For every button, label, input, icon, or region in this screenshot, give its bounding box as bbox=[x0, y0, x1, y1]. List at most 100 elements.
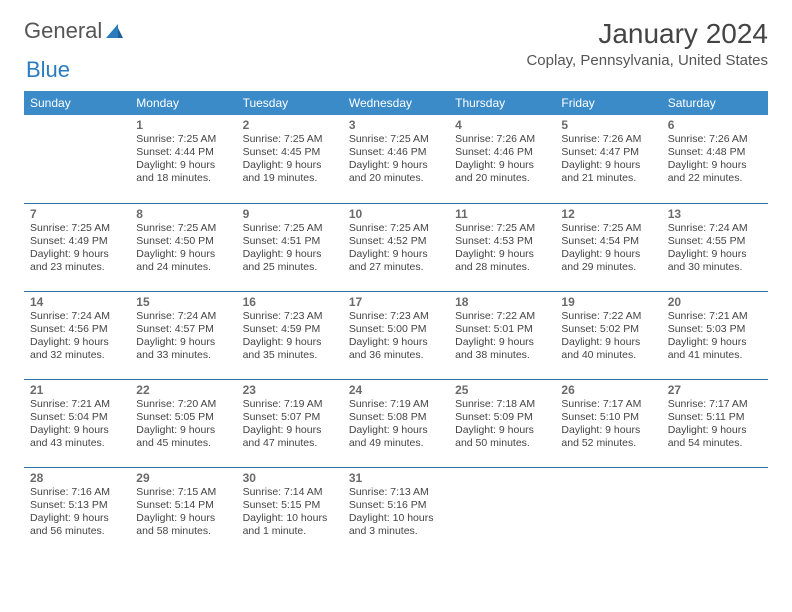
day-number: 24 bbox=[349, 383, 443, 397]
day-number: 22 bbox=[136, 383, 230, 397]
calendar-day: 10Sunrise: 7:25 AMSunset: 4:52 PMDayligh… bbox=[343, 203, 449, 291]
day-number: 5 bbox=[561, 118, 655, 132]
day-number: 26 bbox=[561, 383, 655, 397]
day-number: 3 bbox=[349, 118, 443, 132]
day-info: Sunrise: 7:20 AMSunset: 5:05 PMDaylight:… bbox=[136, 398, 230, 451]
day-info: Sunrise: 7:25 AMSunset: 4:54 PMDaylight:… bbox=[561, 222, 655, 275]
day-info: Sunrise: 7:19 AMSunset: 5:07 PMDaylight:… bbox=[243, 398, 337, 451]
day-info: Sunrise: 7:17 AMSunset: 5:10 PMDaylight:… bbox=[561, 398, 655, 451]
day-number: 8 bbox=[136, 207, 230, 221]
day-number: 13 bbox=[668, 207, 762, 221]
calendar-table: SundayMondayTuesdayWednesdayThursdayFrid… bbox=[24, 91, 768, 555]
calendar-head: SundayMondayTuesdayWednesdayThursdayFrid… bbox=[24, 91, 768, 115]
day-number: 21 bbox=[30, 383, 124, 397]
day-info: Sunrise: 7:25 AMSunset: 4:44 PMDaylight:… bbox=[136, 133, 230, 186]
day-number: 18 bbox=[455, 295, 549, 309]
calendar-day: 7Sunrise: 7:25 AMSunset: 4:49 PMDaylight… bbox=[24, 203, 130, 291]
day-number: 15 bbox=[136, 295, 230, 309]
calendar-day: 15Sunrise: 7:24 AMSunset: 4:57 PMDayligh… bbox=[130, 291, 236, 379]
day-info: Sunrise: 7:13 AMSunset: 5:16 PMDaylight:… bbox=[349, 486, 443, 539]
calendar-week: 14Sunrise: 7:24 AMSunset: 4:56 PMDayligh… bbox=[24, 291, 768, 379]
day-number: 2 bbox=[243, 118, 337, 132]
calendar-day: 30Sunrise: 7:14 AMSunset: 5:15 PMDayligh… bbox=[237, 467, 343, 555]
calendar-day: 6Sunrise: 7:26 AMSunset: 4:48 PMDaylight… bbox=[662, 115, 768, 203]
brand-part1: General bbox=[24, 18, 102, 44]
day-info: Sunrise: 7:22 AMSunset: 5:02 PMDaylight:… bbox=[561, 310, 655, 363]
day-info: Sunrise: 7:26 AMSunset: 4:48 PMDaylight:… bbox=[668, 133, 762, 186]
day-info: Sunrise: 7:25 AMSunset: 4:52 PMDaylight:… bbox=[349, 222, 443, 275]
day-info: Sunrise: 7:25 AMSunset: 4:51 PMDaylight:… bbox=[243, 222, 337, 275]
day-info: Sunrise: 7:14 AMSunset: 5:15 PMDaylight:… bbox=[243, 486, 337, 539]
calendar-empty bbox=[555, 467, 661, 555]
day-info: Sunrise: 7:15 AMSunset: 5:14 PMDaylight:… bbox=[136, 486, 230, 539]
brand-sail-icon bbox=[104, 22, 124, 40]
day-number: 4 bbox=[455, 118, 549, 132]
day-info: Sunrise: 7:21 AMSunset: 5:03 PMDaylight:… bbox=[668, 310, 762, 363]
day-number: 19 bbox=[561, 295, 655, 309]
day-number: 7 bbox=[30, 207, 124, 221]
calendar-day: 21Sunrise: 7:21 AMSunset: 5:04 PMDayligh… bbox=[24, 379, 130, 467]
day-number: 23 bbox=[243, 383, 337, 397]
weekday-header: Friday bbox=[555, 91, 661, 115]
calendar-day: 8Sunrise: 7:25 AMSunset: 4:50 PMDaylight… bbox=[130, 203, 236, 291]
calendar-week: 28Sunrise: 7:16 AMSunset: 5:13 PMDayligh… bbox=[24, 467, 768, 555]
day-number: 27 bbox=[668, 383, 762, 397]
calendar-day: 27Sunrise: 7:17 AMSunset: 5:11 PMDayligh… bbox=[662, 379, 768, 467]
calendar-week: 1Sunrise: 7:25 AMSunset: 4:44 PMDaylight… bbox=[24, 115, 768, 203]
day-info: Sunrise: 7:23 AMSunset: 4:59 PMDaylight:… bbox=[243, 310, 337, 363]
location-text: Coplay, Pennsylvania, United States bbox=[526, 52, 768, 69]
calendar-day: 2Sunrise: 7:25 AMSunset: 4:45 PMDaylight… bbox=[237, 115, 343, 203]
calendar-day: 20Sunrise: 7:21 AMSunset: 5:03 PMDayligh… bbox=[662, 291, 768, 379]
day-number: 25 bbox=[455, 383, 549, 397]
day-number: 11 bbox=[455, 207, 549, 221]
calendar-body: 1Sunrise: 7:25 AMSunset: 4:44 PMDaylight… bbox=[24, 115, 768, 555]
day-number: 14 bbox=[30, 295, 124, 309]
calendar-empty bbox=[662, 467, 768, 555]
calendar-day: 1Sunrise: 7:25 AMSunset: 4:44 PMDaylight… bbox=[130, 115, 236, 203]
calendar-day: 12Sunrise: 7:25 AMSunset: 4:54 PMDayligh… bbox=[555, 203, 661, 291]
calendar-day: 13Sunrise: 7:24 AMSunset: 4:55 PMDayligh… bbox=[662, 203, 768, 291]
calendar-day: 28Sunrise: 7:16 AMSunset: 5:13 PMDayligh… bbox=[24, 467, 130, 555]
calendar-day: 17Sunrise: 7:23 AMSunset: 5:00 PMDayligh… bbox=[343, 291, 449, 379]
weekday-header: Saturday bbox=[662, 91, 768, 115]
calendar-day: 24Sunrise: 7:19 AMSunset: 5:08 PMDayligh… bbox=[343, 379, 449, 467]
day-info: Sunrise: 7:24 AMSunset: 4:57 PMDaylight:… bbox=[136, 310, 230, 363]
calendar-day: 14Sunrise: 7:24 AMSunset: 4:56 PMDayligh… bbox=[24, 291, 130, 379]
calendar-week: 7Sunrise: 7:25 AMSunset: 4:49 PMDaylight… bbox=[24, 203, 768, 291]
day-info: Sunrise: 7:25 AMSunset: 4:46 PMDaylight:… bbox=[349, 133, 443, 186]
calendar-day: 3Sunrise: 7:25 AMSunset: 4:46 PMDaylight… bbox=[343, 115, 449, 203]
calendar-day: 9Sunrise: 7:25 AMSunset: 4:51 PMDaylight… bbox=[237, 203, 343, 291]
calendar-day: 26Sunrise: 7:17 AMSunset: 5:10 PMDayligh… bbox=[555, 379, 661, 467]
day-info: Sunrise: 7:26 AMSunset: 4:47 PMDaylight:… bbox=[561, 133, 655, 186]
weekday-header: Thursday bbox=[449, 91, 555, 115]
month-title: January 2024 bbox=[526, 18, 768, 50]
day-number: 6 bbox=[668, 118, 762, 132]
day-number: 20 bbox=[668, 295, 762, 309]
calendar-day: 23Sunrise: 7:19 AMSunset: 5:07 PMDayligh… bbox=[237, 379, 343, 467]
brand-part2: Blue bbox=[26, 57, 70, 83]
calendar-day: 29Sunrise: 7:15 AMSunset: 5:14 PMDayligh… bbox=[130, 467, 236, 555]
day-info: Sunrise: 7:22 AMSunset: 5:01 PMDaylight:… bbox=[455, 310, 549, 363]
day-number: 28 bbox=[30, 471, 124, 485]
calendar-empty bbox=[449, 467, 555, 555]
brand-logo: General bbox=[24, 18, 124, 44]
day-info: Sunrise: 7:24 AMSunset: 4:55 PMDaylight:… bbox=[668, 222, 762, 275]
calendar-day: 31Sunrise: 7:13 AMSunset: 5:16 PMDayligh… bbox=[343, 467, 449, 555]
day-number: 17 bbox=[349, 295, 443, 309]
day-number: 31 bbox=[349, 471, 443, 485]
calendar-day: 22Sunrise: 7:20 AMSunset: 5:05 PMDayligh… bbox=[130, 379, 236, 467]
day-info: Sunrise: 7:19 AMSunset: 5:08 PMDaylight:… bbox=[349, 398, 443, 451]
day-info: Sunrise: 7:25 AMSunset: 4:50 PMDaylight:… bbox=[136, 222, 230, 275]
day-info: Sunrise: 7:25 AMSunset: 4:49 PMDaylight:… bbox=[30, 222, 124, 275]
weekday-header: Tuesday bbox=[237, 91, 343, 115]
day-info: Sunrise: 7:24 AMSunset: 4:56 PMDaylight:… bbox=[30, 310, 124, 363]
day-number: 30 bbox=[243, 471, 337, 485]
calendar-day: 25Sunrise: 7:18 AMSunset: 5:09 PMDayligh… bbox=[449, 379, 555, 467]
day-number: 16 bbox=[243, 295, 337, 309]
day-info: Sunrise: 7:17 AMSunset: 5:11 PMDaylight:… bbox=[668, 398, 762, 451]
calendar-day: 16Sunrise: 7:23 AMSunset: 4:59 PMDayligh… bbox=[237, 291, 343, 379]
day-info: Sunrise: 7:25 AMSunset: 4:53 PMDaylight:… bbox=[455, 222, 549, 275]
weekday-header: Wednesday bbox=[343, 91, 449, 115]
day-info: Sunrise: 7:18 AMSunset: 5:09 PMDaylight:… bbox=[455, 398, 549, 451]
calendar-empty bbox=[24, 115, 130, 203]
